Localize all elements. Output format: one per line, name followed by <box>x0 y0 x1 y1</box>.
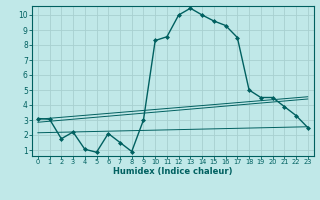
X-axis label: Humidex (Indice chaleur): Humidex (Indice chaleur) <box>113 167 233 176</box>
